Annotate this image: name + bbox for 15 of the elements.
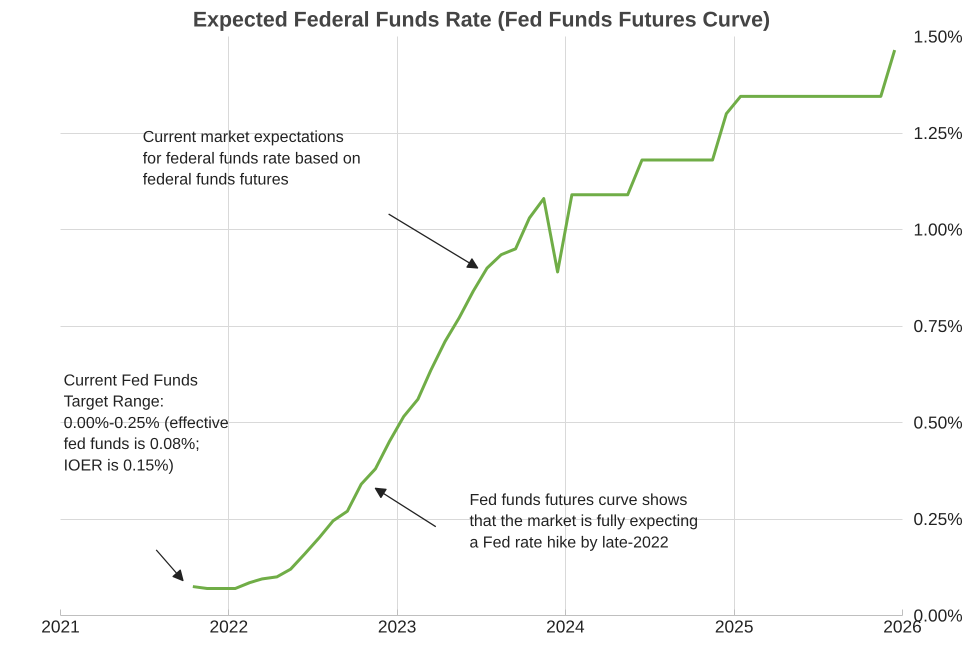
y-tick-label: 1.25% xyxy=(914,123,963,143)
x-tick-label: 2022 xyxy=(210,616,248,636)
y-tick-label: 1.00% xyxy=(914,220,963,240)
annotation: Current Fed Funds Target Range: 0.00%-0.25% (effective fed funds is 0.08%; IOER is 0.15%) xyxy=(64,372,229,474)
y-tick-label: 0.75% xyxy=(914,316,963,336)
annotation: Current market expectations for federal funds rate based on federal funds futures xyxy=(142,129,361,189)
chart-title: Expected Federal Funds Rate (Fed Funds Futures Curve) xyxy=(192,8,770,32)
y-tick-label: 1.50% xyxy=(914,26,963,46)
y-tick-label: 0.25% xyxy=(914,509,963,529)
y-tick-label: 0.50% xyxy=(914,412,963,432)
x-tick-label: 2024 xyxy=(546,616,586,636)
x-tick-label: 2025 xyxy=(714,616,754,636)
x-tick-label: 2021 xyxy=(41,616,80,636)
x-tick-label: 2023 xyxy=(378,616,416,636)
annotation: Fed funds futures curve shows that the market is fully expecting a Fed rate hike by late-2022 xyxy=(469,492,698,552)
